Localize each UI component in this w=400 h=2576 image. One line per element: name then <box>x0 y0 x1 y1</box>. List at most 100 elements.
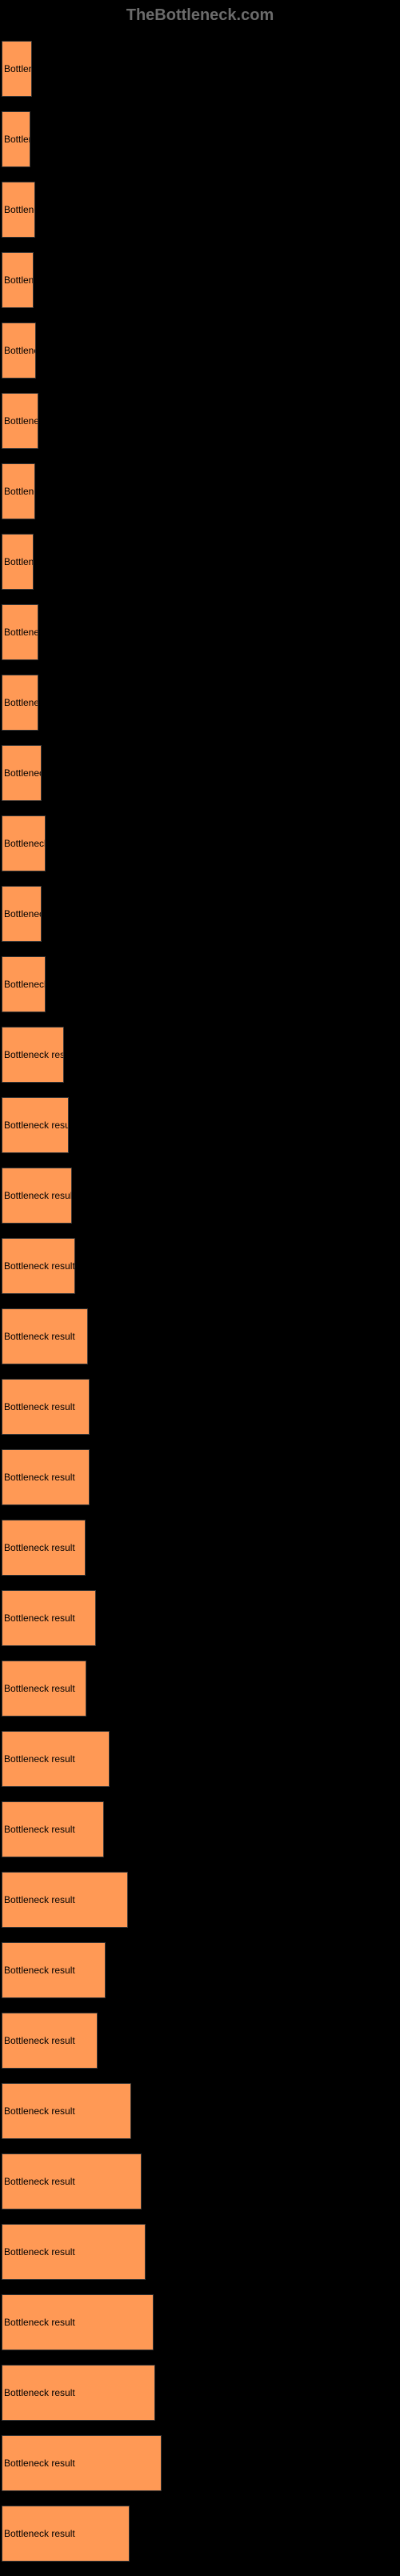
bar-value: 43 <box>148 2176 159 2188</box>
bar-value: 49 <box>160 2317 171 2329</box>
bar-label: Bottleneck result <box>4 1331 75 1342</box>
bar: Bottleneck result <box>2 1168 72 1224</box>
bar-label: Bottleneck result <box>4 1683 75 1694</box>
bar: Bottleneck result <box>2 1097 69 1153</box>
bar: Bottleneck result <box>2 1731 110 1787</box>
bar-row: Bottleneck result <box>2 1379 398 1435</box>
bar-label: Bottleneck result <box>4 1401 75 1412</box>
bar-value: 4 <box>136 2528 142 2540</box>
bar-label: Bottleneck resu <box>4 1049 63 1060</box>
bar: Bottlene <box>2 182 35 238</box>
bar-row: Bottlene <box>2 534 398 590</box>
bar-row: Bottleneck result 4 <box>2 2083 398 2139</box>
bar-row: Bottleneck result <box>2 1238 398 1294</box>
bar-row: Bottleneck <box>2 815 398 871</box>
bar: Bottleneck result <box>2 1520 86 1576</box>
bar: Bottleneck result <box>2 2294 154 2350</box>
bar-row: Bottleneck result 49 <box>2 2365 398 2421</box>
bar-row: Bottleneck <box>2 604 398 660</box>
bar-row: Bottlene <box>2 252 398 308</box>
bar-label: Bottleneck result <box>4 1824 75 1835</box>
bar-value: 4 <box>134 1894 140 1906</box>
bar-row: Bottlenec <box>2 463 398 519</box>
bar: Bottleneck result <box>2 1801 104 1857</box>
bar-label: Bottleneck result <box>4 1894 75 1905</box>
bar: Bottleneck result <box>2 1661 86 1717</box>
bar: Bottlen <box>2 111 30 167</box>
bar: Bottleneck result <box>2 2365 155 2421</box>
bar-row: Bottleneck resu <box>2 1027 398 1083</box>
bar-label: Bottleneck <box>4 908 41 919</box>
bar-row: Bottleneck <box>2 886 398 942</box>
bar-row: Bottleneck result <box>2 1308 398 1364</box>
bar-row: Bottleneck result <box>2 1731 398 1787</box>
bar-row: Bottleneck result <box>2 1097 398 1153</box>
bar-row: Bottleneck result 4 <box>2 1872 398 1928</box>
bar-row: Bottleneck result <box>2 1801 398 1857</box>
horizontal-bar-chart: Bottlene Bottlen Bottlene Bottlene Bottlenec… <box>0 41 400 2562</box>
bar: Bottleneck result <box>2 2153 142 2209</box>
bar-label: Bottlen <box>4 134 30 145</box>
bar-row: Bottleneck result <box>2 1590 398 1646</box>
bar-label: Bottleneck result <box>4 1472 75 1483</box>
bar-label: Bottleneck <box>4 415 38 427</box>
bar-label: Bottlene <box>4 63 31 74</box>
bar-row: Bottleneck result <box>2 1168 398 1224</box>
bar: Bottleneck result <box>2 2013 98 2069</box>
bar-row: Bottleneck <box>2 675 398 731</box>
bar: Bottleneck <box>2 393 38 449</box>
bar: Bottleneck result <box>2 1238 75 1294</box>
bar: Bottleneck result <box>2 2083 131 2139</box>
bar-label: Bottleneck result <box>4 2317 75 2328</box>
bar: Bottleneck result <box>2 1379 90 1435</box>
bar: Bottleneck result <box>2 1308 88 1364</box>
bar-label: Bottlene <box>4 556 33 567</box>
bar: Bottleneck result <box>2 2224 146 2280</box>
bar-label: Bottleneck result <box>4 1965 75 1976</box>
bar-row: Bottleneck <box>2 956 398 1012</box>
bar: Bottleneck <box>2 886 42 942</box>
bar: Bottleneck result <box>2 1449 90 1505</box>
bar: Bottleneck <box>2 675 38 731</box>
bar-label: Bottlenec <box>4 345 35 356</box>
bar-row: Bottleneck result44 <box>2 2224 398 2280</box>
bar-value: 50 <box>168 2458 179 2470</box>
bar: Bottlenec <box>2 323 36 379</box>
bar-label: Bottlene <box>4 274 33 286</box>
bar-row: Bottleneck result 49 <box>2 2294 398 2350</box>
bar-row: Bottleneck result <box>2 1942 398 1998</box>
bar-label: Bottleneck result <box>4 1542 75 1553</box>
bar-row: Bottleneck result <box>2 1520 398 1576</box>
bar-label: Bottleneck result <box>4 1190 71 1201</box>
bar: Bottlene <box>2 41 32 97</box>
bar-value: 49 <box>162 2387 173 2399</box>
bar: Bottlenec <box>2 463 35 519</box>
bar-label: Bottleneck result <box>4 2458 75 2469</box>
bar-row: Bottleneck result <box>2 2013 398 2069</box>
bar-label: Bottleneck result <box>4 2246 75 2258</box>
bar: Bottleneck result <box>2 2506 130 2562</box>
bar-label: Bottleneck <box>4 697 38 708</box>
bar-label: Bottleneck result <box>4 2105 75 2117</box>
bar: Bottleneck <box>2 956 46 1012</box>
bar-label: Bottlene <box>4 204 34 215</box>
bar: Bottleneck result <box>2 1872 128 1928</box>
bar: Bottleneck result <box>2 1942 106 1998</box>
bar: Bottleneck result <box>2 1590 96 1646</box>
site-title: TheBottleneck.com <box>0 0 400 41</box>
bar: Bottlene <box>2 534 34 590</box>
bar-label: Bottleneck <box>4 979 45 990</box>
bar: Bottleneck <box>2 815 46 871</box>
bar-label: Bottleneck result <box>4 2528 75 2539</box>
bar-row: Bottleneck result <box>2 1661 398 1717</box>
bar: Bottleneck resu <box>2 1027 64 1083</box>
bar-label: Bottleneck result <box>4 2387 75 2398</box>
bar-row: Bottlene <box>2 182 398 238</box>
bar: Bottleneck <box>2 745 42 801</box>
bar-label: Bottleneck <box>4 627 38 638</box>
bar-row: Bottleneck <box>2 745 398 801</box>
bar-value: 4 <box>138 2105 143 2117</box>
bar-row: Bottleneck result <box>2 1449 398 1505</box>
bar-row: Bottleneck result 50 <box>2 2435 398 2491</box>
bar-label: Bottleneck <box>4 838 45 849</box>
